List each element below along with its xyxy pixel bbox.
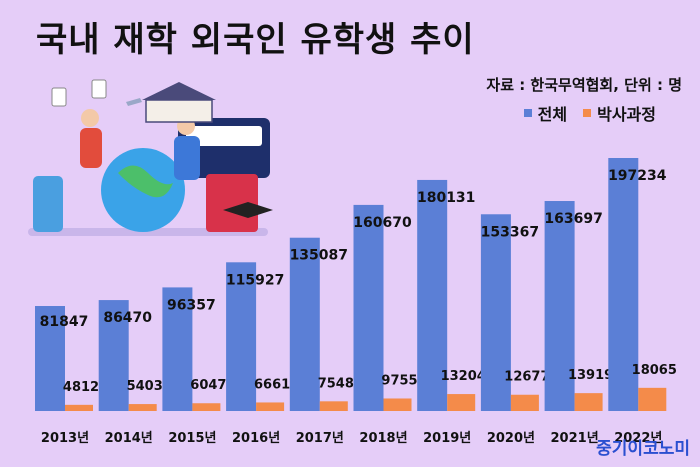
bar-phd-9	[638, 387, 667, 411]
label-total-9: 197234	[608, 168, 667, 184]
bar-phd-0	[65, 404, 93, 411]
label-total-0: 81847	[40, 314, 89, 330]
label-total-3: 115927	[226, 272, 284, 288]
label-phd-3: 6661	[254, 377, 290, 392]
bar-total-7	[480, 214, 511, 411]
legend-item-total: 전체	[523, 101, 568, 125]
x-tick-8: 2021년	[551, 431, 599, 446]
legend-label-total: 전체	[537, 105, 568, 124]
label-total-7: 153367	[481, 224, 539, 240]
bar-total-5	[353, 204, 384, 411]
label-phd-0: 4812	[63, 380, 99, 395]
chart-title: 국내 재학 외국인 유학생 추이	[36, 20, 475, 60]
globe-land-icon	[118, 165, 173, 198]
label-phd-2: 6047	[190, 378, 226, 393]
bar-phd-2	[192, 403, 221, 411]
student-body-icon-2	[174, 136, 200, 180]
book-icon	[206, 174, 258, 232]
bar-total-9	[608, 158, 639, 411]
label-total-8: 163697	[544, 211, 602, 227]
source-note: 자료 : 한국무역협회, 단위 : 명	[486, 76, 682, 94]
label-phd-8: 13919	[568, 368, 613, 383]
x-tick-6: 2019년	[423, 431, 471, 446]
checklist-icon	[91, 79, 107, 99]
graduation-cap-icon	[223, 202, 273, 218]
study-abroad-illustration	[28, 79, 273, 236]
bar-phd-6	[447, 394, 476, 411]
label-total-5: 160670	[353, 215, 412, 231]
x-tick-3: 2016년	[232, 431, 280, 446]
bar-total-0	[35, 306, 65, 411]
search-bar-icon	[186, 126, 262, 146]
x-tick-5: 2018년	[359, 431, 407, 446]
bar-total-1	[98, 300, 129, 411]
watermark: 중기이코노미	[596, 439, 690, 459]
x-tick-9: 2022년	[614, 431, 662, 446]
bar-phd-3	[256, 402, 285, 411]
student-head-icon	[81, 109, 99, 127]
bar-total-8	[544, 201, 575, 411]
x-tick-0: 2013년	[41, 431, 89, 446]
legend: 전체 박사과정	[523, 101, 656, 125]
bar-phd-8	[574, 393, 603, 411]
bar-total-2	[162, 287, 193, 411]
bar-phd-1	[128, 404, 157, 411]
suitcase-icon	[33, 176, 63, 232]
legend-swatch-total	[523, 109, 532, 117]
bar-phd-4	[319, 401, 348, 411]
document-icon	[51, 87, 67, 107]
bar-phd-7	[510, 394, 539, 411]
x-tick-4: 2017년	[296, 431, 344, 446]
legend-item-phd: 박사과정	[583, 101, 656, 125]
label-total-4: 135087	[290, 248, 348, 264]
label-phd-1: 5403	[127, 379, 163, 394]
legend-label-phd: 박사과정	[597, 105, 656, 124]
x-tick-7: 2020년	[487, 431, 535, 446]
bar-total-6	[417, 179, 448, 411]
label-phd-9: 18065	[632, 363, 677, 378]
x-tick-2: 2015년	[168, 431, 216, 446]
university-roof-icon	[142, 82, 216, 100]
label-phd-7: 12677	[504, 370, 549, 385]
legend-swatch-phd	[583, 109, 592, 117]
label-phd-5: 9755	[381, 373, 417, 388]
label-total-2: 96357	[167, 297, 216, 313]
bar-total-3	[226, 262, 257, 411]
student-body-icon	[80, 128, 102, 168]
label-phd-4: 7548	[318, 376, 354, 391]
x-tick-1: 2014년	[105, 431, 153, 446]
label-phd-6: 13204	[441, 369, 486, 384]
label-total-1: 86470	[103, 310, 152, 326]
label-total-6: 180131	[417, 190, 475, 206]
bar-total-4	[289, 237, 320, 411]
bar-phd-5	[383, 398, 412, 411]
airplane-icon	[126, 98, 142, 106]
